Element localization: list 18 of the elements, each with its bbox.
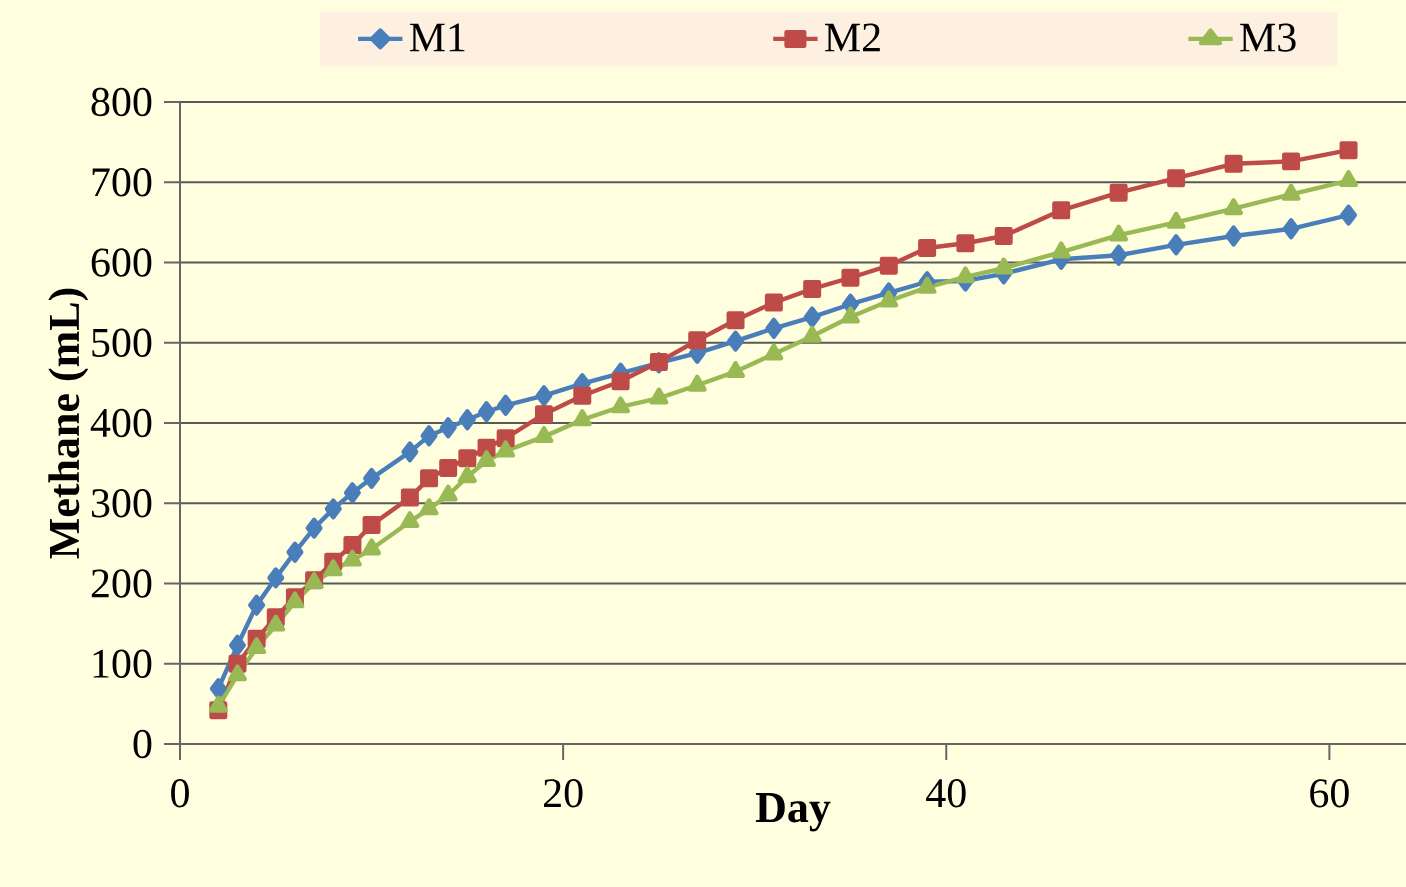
y-axis-title: Methane (mL) — [48, 288, 89, 559]
x-tick-label: 0 — [171, 779, 189, 808]
y-tick-label: 100 — [93, 649, 152, 678]
y-tick-label: 0 — [133, 729, 152, 759]
y-tick-label: 400 — [90, 408, 152, 438]
y-tick-label: 700 — [92, 168, 152, 197]
x-tick-label: 20 — [543, 779, 583, 808]
x-tick-label: 40 — [926, 779, 966, 808]
legend-label: M3 — [1240, 23, 1296, 52]
legend-label: M2 — [825, 23, 880, 52]
y-tick-label: 200 — [91, 569, 152, 598]
legend-label: M1 — [409, 23, 465, 52]
y-tick-label: 600 — [91, 248, 152, 277]
y-tick-label: 300 — [91, 489, 152, 518]
x-tick-label: 60 — [1310, 779, 1349, 808]
y-tick-label: 800 — [91, 87, 152, 117]
y-tick-label: 500 — [92, 328, 152, 357]
x-axis-title: Day — [755, 793, 831, 832]
